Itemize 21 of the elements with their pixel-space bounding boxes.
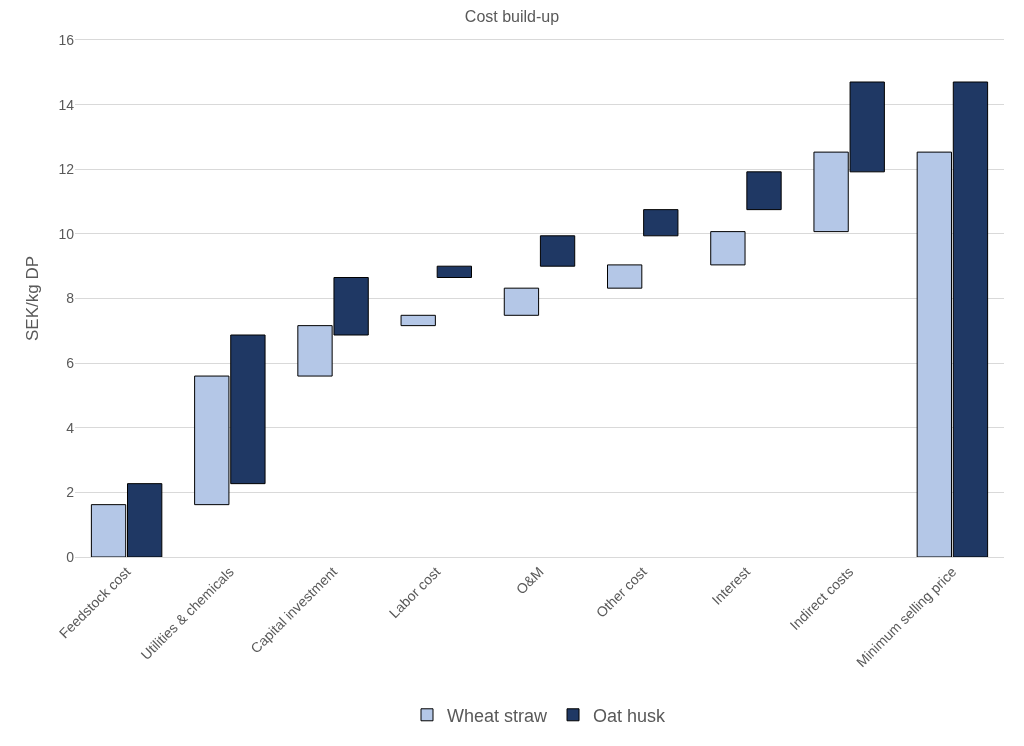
bar — [400, 314, 436, 327]
y-axis-title: SEK/kg DP — [22, 255, 42, 342]
y-tick-label: 8 — [66, 290, 75, 307]
bar — [607, 264, 643, 289]
bar — [539, 235, 576, 267]
bar — [643, 209, 679, 237]
y-tick-label: 16 — [58, 31, 75, 48]
bar — [503, 287, 540, 316]
y-tick-label: 0 — [66, 548, 75, 565]
y-tick-label: 2 — [66, 484, 75, 501]
bar — [436, 265, 472, 278]
legend-label: Wheat straw — [447, 705, 549, 726]
y-tick-label: 6 — [66, 355, 75, 372]
y-tick-label: 10 — [58, 225, 75, 242]
y-tick-label: 14 — [58, 96, 75, 113]
bar — [746, 171, 782, 211]
legend-label: Oat husk — [593, 705, 667, 726]
y-tick-label: 12 — [58, 161, 75, 178]
y-tick-label: 4 — [66, 419, 75, 436]
bar — [710, 231, 746, 266]
chart-title: Cost build-up — [464, 8, 560, 26]
